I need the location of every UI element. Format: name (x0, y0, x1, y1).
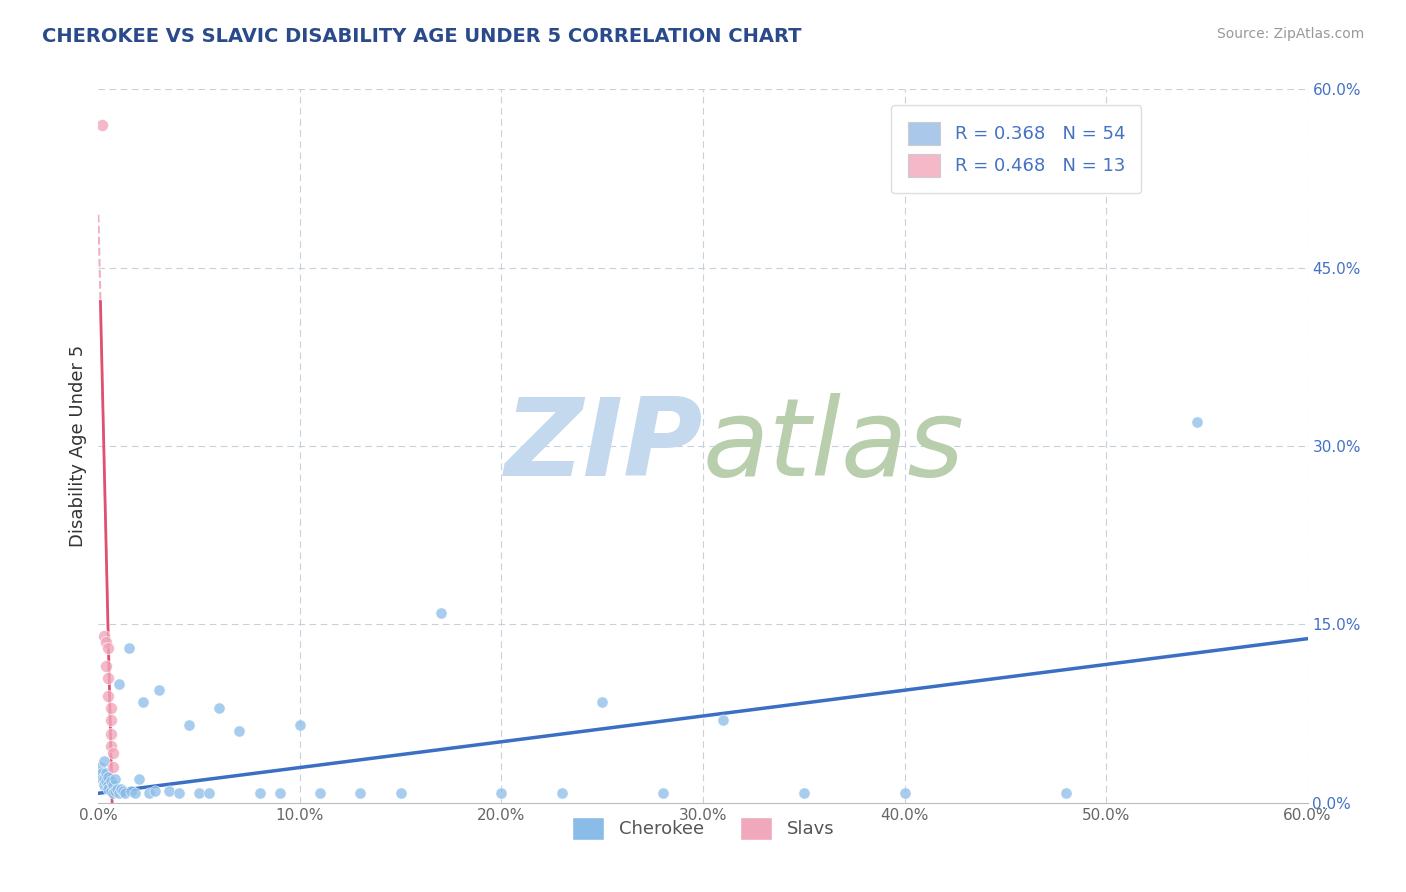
Point (179, 718, 201, 732)
Point (148, 682, 170, 697)
Point (96, 659, 118, 673)
Point (101, 778, 124, 792)
Point (100, 713, 122, 727)
Point (269, 786, 291, 800)
Point (91, 118, 114, 132)
Point (91, 772, 114, 786)
Point (97, 689, 120, 703)
Point (120, 784, 142, 798)
Point (101, 786, 124, 800)
Point (93, 772, 115, 786)
Point (97, 641, 120, 656)
Point (249, 786, 271, 800)
Point (97, 778, 120, 792)
Point (1054, 786, 1077, 800)
Point (96, 766, 118, 780)
Point (651, 786, 673, 800)
Point (157, 784, 180, 798)
Point (100, 739, 122, 753)
Point (288, 718, 311, 732)
Point (93, 754, 115, 768)
Point (93, 778, 115, 792)
Point (110, 781, 132, 796)
Point (97, 770, 120, 784)
Point (349, 786, 371, 800)
Text: atlas: atlas (703, 393, 965, 499)
Point (114, 786, 136, 800)
Point (1185, 415, 1208, 429)
Text: CHEROKEE VS SLAVIC DISABILITY AGE UNDER 5 CORRELATION CHART: CHEROKEE VS SLAVIC DISABILITY AGE UNDER … (42, 27, 801, 45)
Point (101, 760, 124, 774)
Y-axis label: Disability Age Under 5: Disability Age Under 5 (69, 345, 87, 547)
Point (91, 766, 114, 780)
Text: Source: ZipAtlas.com: Source: ZipAtlas.com (1216, 27, 1364, 41)
Point (93, 629, 115, 643)
Point (893, 786, 915, 800)
Point (309, 786, 332, 800)
Point (138, 786, 160, 800)
Point (105, 781, 128, 796)
Point (118, 641, 141, 656)
Text: ZIP: ZIP (505, 393, 703, 499)
Point (89, 760, 111, 774)
Point (100, 784, 122, 798)
Point (103, 772, 125, 786)
Point (228, 724, 250, 739)
Point (100, 774, 122, 789)
Point (97, 671, 120, 685)
Point (96, 635, 118, 649)
Point (96, 774, 118, 789)
Point (128, 772, 150, 786)
Point (198, 786, 221, 800)
Point (111, 784, 134, 798)
Point (491, 786, 513, 800)
Point (107, 677, 129, 691)
Legend: Cherokee, Slavs: Cherokee, Slavs (564, 810, 842, 847)
Point (188, 786, 211, 800)
Point (132, 695, 155, 709)
Point (97, 781, 120, 796)
Point (208, 700, 231, 714)
Point (100, 700, 122, 714)
Point (143, 784, 166, 798)
Point (793, 786, 815, 800)
Point (711, 713, 734, 727)
Point (430, 606, 453, 620)
Point (591, 695, 613, 709)
Point (389, 786, 412, 800)
Point (103, 784, 125, 798)
Point (100, 727, 122, 741)
Point (124, 786, 146, 800)
Point (101, 746, 124, 760)
Point (167, 786, 190, 800)
Point (107, 786, 129, 800)
Point (551, 786, 574, 800)
